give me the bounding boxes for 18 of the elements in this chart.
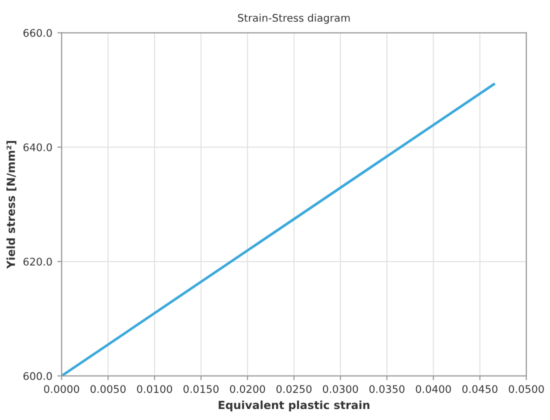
x-tick-label: 0.0150	[183, 385, 219, 393]
x-tick-label: 0.0350	[369, 385, 404, 393]
x-tick-label: 0.0000	[44, 385, 80, 393]
y-tick-label: 640.0	[23, 143, 52, 152]
chart-title: Strain-Stress diagram	[238, 14, 350, 24]
x-tick-label: 0.0300	[322, 385, 358, 393]
x-axis-title: Equivalent plastic strain	[218, 400, 370, 412]
y-axis-title: Yield stress [N/mm²]	[6, 140, 16, 269]
x-tick-label: 0.0400	[416, 385, 451, 393]
x-tick-label: 0.0100	[137, 385, 172, 393]
y-tick-label: 600.0	[23, 372, 52, 380]
y-tick-label: 620.0	[23, 258, 52, 266]
x-tick-label: 0.0200	[230, 385, 266, 393]
y-tick-label: 660.0	[23, 28, 52, 37]
x-tick-label: 0.0450	[462, 385, 498, 393]
x-tick-label: 0.0250	[276, 385, 312, 393]
x-tick-label: 0.0500	[508, 385, 544, 393]
x-tick-label: 0.0050	[90, 385, 126, 393]
